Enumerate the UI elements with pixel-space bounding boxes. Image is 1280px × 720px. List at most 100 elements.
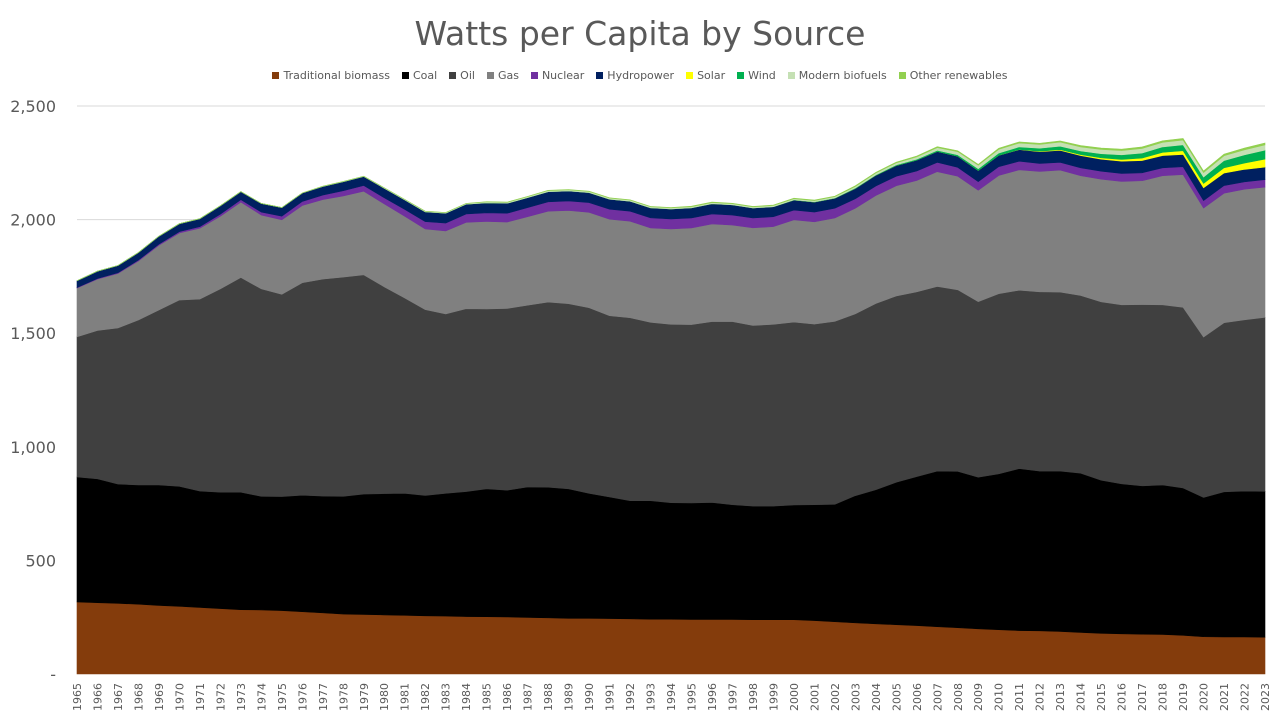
legend-item: Traditional biomass — [272, 69, 390, 82]
x-tick-label: 1986 — [501, 683, 514, 711]
x-tick-label: 2014 — [1075, 683, 1088, 711]
legend-label: Oil — [460, 69, 475, 82]
legend-item: Coal — [401, 69, 438, 82]
x-tick-label: 1984 — [460, 683, 473, 711]
x-tick-label: 2004 — [870, 683, 883, 711]
x-tick-label: 1974 — [255, 683, 268, 711]
x-tick-label: 1978 — [337, 683, 350, 711]
x-tick-label: 1970 — [173, 683, 186, 711]
legend-label: Solar — [697, 69, 726, 82]
legend-item: Modern biofuels — [787, 69, 887, 82]
y-tick-label: 1,000 — [10, 438, 56, 457]
y-tick-label: 500 — [25, 551, 56, 570]
y-tick-label: 2,000 — [10, 211, 56, 230]
x-tick-label: 1979 — [358, 683, 371, 711]
x-tick-label: 2017 — [1136, 683, 1149, 711]
x-tick-label: 2015 — [1095, 683, 1108, 711]
x-tick-label: 2006 — [911, 683, 924, 711]
legend-label: Other renewables — [909, 69, 1008, 82]
x-tick-label: 2022 — [1239, 683, 1252, 711]
legend-swatch — [686, 72, 694, 79]
x-tick-label: 1985 — [481, 683, 494, 711]
legend-item: Gas — [486, 69, 519, 82]
legend-swatch — [737, 72, 745, 79]
legend-item: Wind — [737, 69, 776, 82]
legend-swatch — [596, 72, 604, 79]
x-tick-label: 1972 — [214, 683, 227, 711]
legend-label: Modern biofuels — [798, 69, 887, 82]
x-tick-label: 1996 — [706, 683, 719, 711]
x-axis-ticks: 1965 1966 1967 1968 1969 1970 1971 1972 1973 1974… — [71, 683, 1272, 711]
x-tick-label: 1998 — [747, 683, 760, 711]
legend-label: Hydropower — [607, 69, 675, 82]
x-tick-label: 2013 — [1054, 683, 1067, 711]
x-tick-label: 2002 — [829, 683, 842, 711]
chart-title: Watts per Capita by Source — [414, 14, 866, 53]
x-tick-label: 2008 — [952, 683, 965, 711]
y-axis-ticks: - 500 1,000 1,500 2,000 2,500 — [10, 97, 56, 684]
x-tick-label: 2001 — [808, 683, 821, 711]
x-tick-label: 2016 — [1116, 683, 1129, 711]
x-tick-label: 1989 — [563, 683, 576, 711]
x-tick-label: 2000 — [788, 683, 801, 711]
x-tick-label: 1992 — [624, 683, 637, 711]
x-tick-label: 2009 — [972, 683, 985, 711]
x-tick-label: 2012 — [1034, 683, 1047, 711]
x-tick-label: 1981 — [399, 683, 412, 711]
legend-label: Nuclear — [541, 69, 585, 82]
x-tick-label: 1982 — [419, 683, 432, 711]
x-tick-label: 1997 — [726, 683, 739, 711]
x-tick-label: 1969 — [153, 683, 166, 711]
x-tick-label: 1980 — [378, 683, 391, 711]
legend-item: Nuclear — [530, 69, 585, 82]
x-tick-label: 1971 — [194, 683, 207, 711]
legend-swatch — [530, 72, 538, 79]
legend-swatch — [486, 72, 494, 79]
x-tick-label: 1991 — [604, 683, 617, 711]
legend-swatch — [272, 72, 280, 79]
x-tick-label: 1977 — [317, 683, 330, 711]
x-tick-label: 1975 — [276, 683, 289, 711]
x-tick-label: 1990 — [583, 683, 596, 711]
x-tick-label: 1967 — [112, 683, 125, 711]
x-tick-label: 1995 — [685, 683, 698, 711]
x-tick-label: 2007 — [931, 683, 944, 711]
legend-label: Gas — [497, 69, 519, 82]
legend-label: Wind — [748, 69, 776, 82]
chart-legend: Traditional biomass Coal Oil Gas Nuclear Hydr… — [0, 69, 1280, 82]
x-tick-label: 1993 — [645, 683, 658, 711]
x-tick-label: 1999 — [767, 683, 780, 711]
x-tick-label: 2018 — [1157, 683, 1170, 711]
y-tick-label: 1,500 — [10, 324, 56, 343]
x-tick-label: 2011 — [1013, 683, 1026, 711]
area-series-group — [76, 138, 1266, 675]
x-tick-label: 2005 — [890, 683, 903, 711]
x-tick-label: 1973 — [235, 683, 248, 711]
legend-swatch — [449, 72, 457, 79]
x-tick-label: 2023 — [1259, 683, 1272, 711]
legend-label: Traditional biomass — [283, 69, 390, 82]
x-tick-label: 2020 — [1198, 683, 1211, 711]
y-tick-label: 2,500 — [10, 97, 56, 116]
legend-swatch — [787, 72, 795, 79]
x-tick-label: 2010 — [993, 683, 1006, 711]
y-tick-label: - — [50, 665, 56, 684]
x-tick-label: 1983 — [440, 683, 453, 711]
legend-item: Oil — [449, 69, 475, 82]
x-tick-label: 1965 — [71, 683, 84, 711]
x-tick-label: 1968 — [132, 683, 145, 711]
x-tick-label: 1987 — [522, 683, 535, 711]
x-tick-label: 2019 — [1177, 683, 1190, 711]
x-tick-label: 2003 — [849, 683, 862, 711]
legend-label: Coal — [412, 69, 438, 82]
x-tick-label: 1966 — [91, 683, 104, 711]
area-series-other-renewables — [76, 138, 1266, 281]
legend-item: Hydropower — [596, 69, 674, 82]
x-tick-label: 1988 — [542, 683, 555, 711]
x-tick-label: 1976 — [296, 683, 309, 711]
x-tick-label: 1994 — [665, 683, 678, 711]
legend-item: Other renewables — [898, 69, 1008, 82]
legend-swatch — [401, 72, 409, 79]
legend-item: Solar — [686, 69, 725, 82]
